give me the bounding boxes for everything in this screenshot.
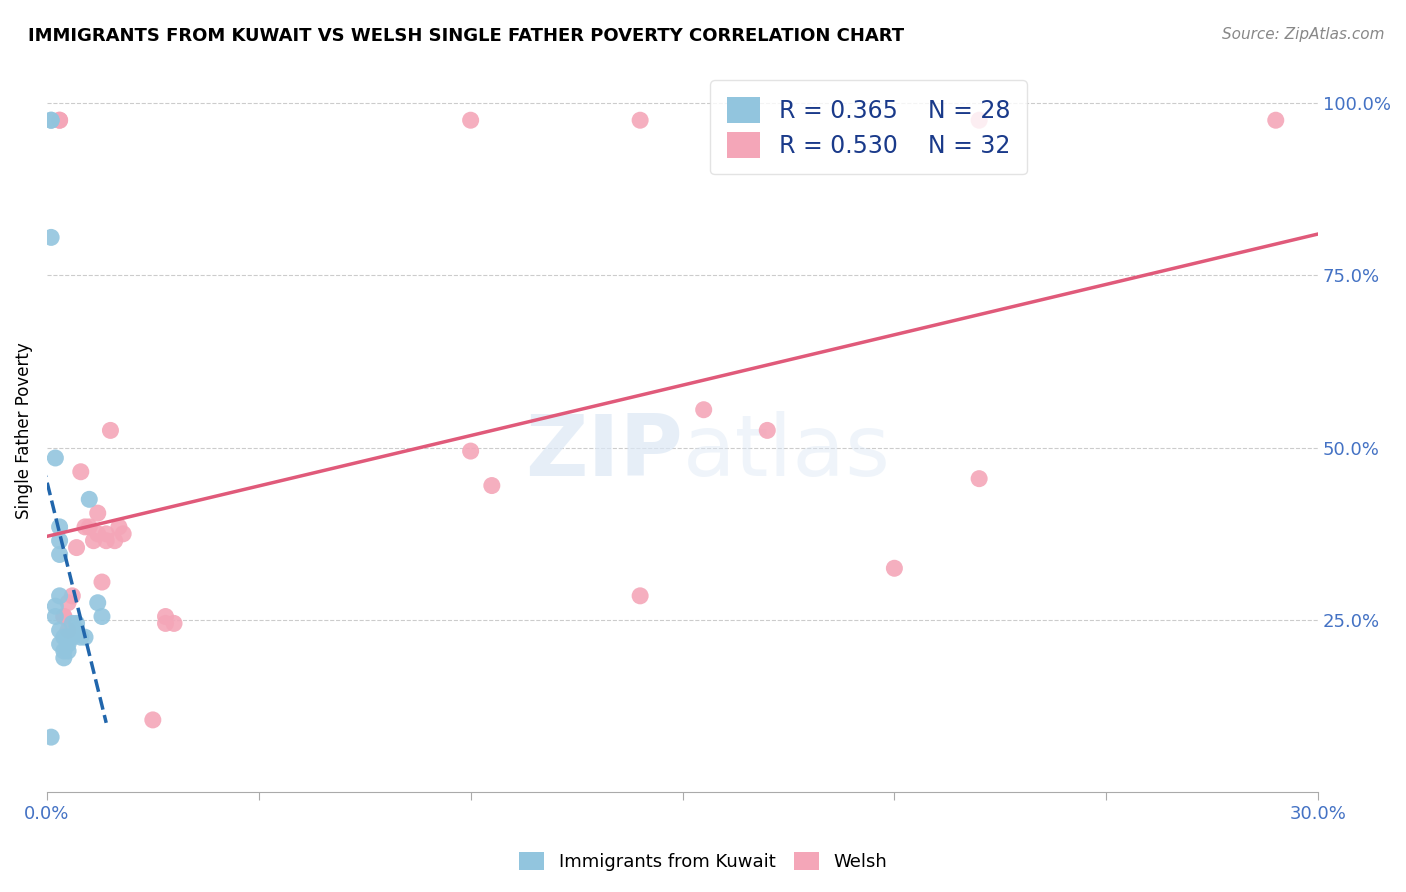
Text: IMMIGRANTS FROM KUWAIT VS WELSH SINGLE FATHER POVERTY CORRELATION CHART: IMMIGRANTS FROM KUWAIT VS WELSH SINGLE F…: [28, 27, 904, 45]
Point: [39, 230, 62, 244]
Point: [39, 113, 62, 128]
Point: [60, 616, 83, 631]
Text: Source: ZipAtlas.com: Source: ZipAtlas.com: [1222, 27, 1385, 42]
Point: [967, 472, 990, 486]
Point: [73, 520, 96, 534]
Point: [60, 630, 83, 644]
Point: [155, 616, 177, 631]
Point: [52, 651, 75, 665]
Point: [56, 644, 79, 658]
Point: [77, 492, 100, 507]
Point: [628, 113, 651, 128]
Point: [83, 533, 105, 548]
Point: [44, 450, 66, 465]
Point: [104, 533, 127, 548]
Point: [56, 596, 79, 610]
Point: [142, 713, 165, 727]
Point: [73, 630, 96, 644]
Point: [48, 520, 70, 534]
Point: [91, 609, 114, 624]
Point: [77, 520, 100, 534]
Point: [460, 113, 482, 128]
Y-axis label: Single Father Poverty: Single Father Poverty: [15, 342, 32, 519]
Point: [163, 616, 186, 631]
Point: [56, 624, 79, 638]
Point: [48, 113, 70, 128]
Point: [52, 644, 75, 658]
Text: atlas: atlas: [682, 410, 890, 493]
Point: [44, 609, 66, 624]
Point: [52, 609, 75, 624]
Point: [65, 541, 87, 555]
Legend: R = 0.365    N = 28, R = 0.530    N = 32: R = 0.365 N = 28, R = 0.530 N = 32: [710, 80, 1026, 174]
Point: [56, 637, 79, 651]
Point: [481, 478, 503, 492]
Point: [39, 730, 62, 744]
Point: [96, 533, 118, 548]
Point: [69, 630, 91, 644]
Point: [69, 465, 91, 479]
Point: [460, 444, 482, 458]
Point: [692, 402, 714, 417]
Point: [756, 424, 779, 438]
Point: [48, 589, 70, 603]
Point: [44, 599, 66, 614]
Point: [52, 630, 75, 644]
Point: [87, 526, 110, 541]
Point: [48, 548, 70, 562]
Text: ZIP: ZIP: [524, 410, 682, 493]
Point: [883, 561, 905, 575]
Point: [48, 533, 70, 548]
Point: [100, 424, 122, 438]
Point: [967, 113, 990, 128]
Legend: Immigrants from Kuwait, Welsh: Immigrants from Kuwait, Welsh: [512, 845, 894, 879]
Point: [65, 616, 87, 631]
Point: [628, 589, 651, 603]
Point: [108, 520, 131, 534]
Point: [65, 624, 87, 638]
Point: [96, 526, 118, 541]
Point: [48, 624, 70, 638]
Point: [112, 526, 135, 541]
Point: [48, 113, 70, 128]
Point: [52, 609, 75, 624]
Point: [48, 637, 70, 651]
Point: [39, 113, 62, 128]
Point: [87, 596, 110, 610]
Point: [91, 575, 114, 590]
Point: [87, 506, 110, 520]
Point: [155, 609, 177, 624]
Point: [60, 589, 83, 603]
Point: [56, 630, 79, 644]
Point: [1264, 113, 1286, 128]
